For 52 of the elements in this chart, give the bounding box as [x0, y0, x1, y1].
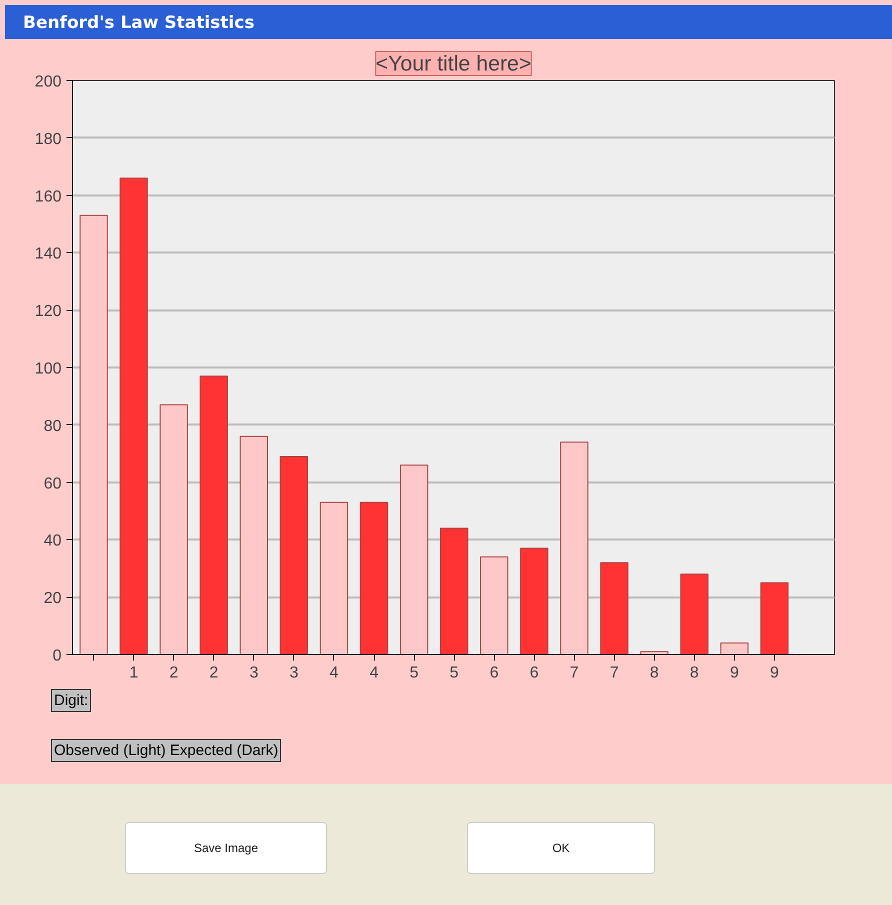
x-tick-label: 9 [770, 664, 779, 682]
bar [760, 582, 789, 654]
x-tick-label: 2 [169, 664, 178, 682]
text: OK [467, 822, 655, 874]
bar [480, 556, 508, 654]
text: Observed (Light) Expected (Dark) [51, 739, 282, 762]
text: Save Image [125, 822, 327, 874]
bar [400, 464, 428, 654]
x-tick-label: 6 [490, 664, 499, 682]
bar [680, 574, 708, 654]
bar [360, 502, 388, 654]
y-tick-label: 160 [34, 188, 62, 206]
bar [280, 456, 308, 654]
bar [520, 548, 548, 654]
x-tick-label: 7 [570, 664, 579, 682]
x-tick-label: 1 [129, 664, 138, 682]
y-tick-label: 100 [34, 360, 62, 378]
bar [440, 528, 468, 654]
y-tick-label: 120 [34, 303, 62, 320]
x-tick-label: 5 [450, 664, 459, 682]
bar [120, 178, 148, 654]
x-tick-label: 3 [249, 664, 258, 682]
x-tick-label: 2 [209, 664, 218, 682]
x-tick-label: 8 [650, 664, 659, 682]
x-tick-label: 4 [330, 664, 339, 682]
x-tick-label: 8 [690, 664, 699, 682]
y-tick-label: 20 [44, 590, 62, 608]
bar [640, 651, 668, 654]
y-tick-label: 180 [34, 130, 62, 148]
x-tick-label: 7 [610, 664, 619, 682]
text: Benford's Law Statistics [23, 12, 254, 35]
x-tick-label: 4 [370, 664, 379, 682]
x-tick-label: 9 [730, 664, 739, 682]
x-tick-label: 5 [410, 664, 419, 682]
chart-title: <Your title here> [376, 52, 532, 76]
bar [560, 442, 588, 654]
bar [720, 642, 749, 654]
x-tick-label: 6 [530, 664, 539, 682]
bar [240, 436, 268, 654]
x-tick-label: 3 [289, 664, 298, 682]
y-tick-label: 60 [44, 475, 62, 492]
y-tick-label: 40 [44, 532, 62, 550]
bar [80, 214, 108, 654]
bar [200, 376, 228, 654]
bar [160, 404, 188, 654]
y-tick-label: 140 [34, 246, 62, 263]
y-tick-label: 200 [34, 74, 62, 90]
y-tick-label: 0 [52, 648, 62, 664]
bar [320, 502, 348, 654]
bar [600, 562, 628, 654]
y-tick-label: 80 [44, 418, 62, 435]
x-axis-title: Digit: [51, 689, 92, 712]
